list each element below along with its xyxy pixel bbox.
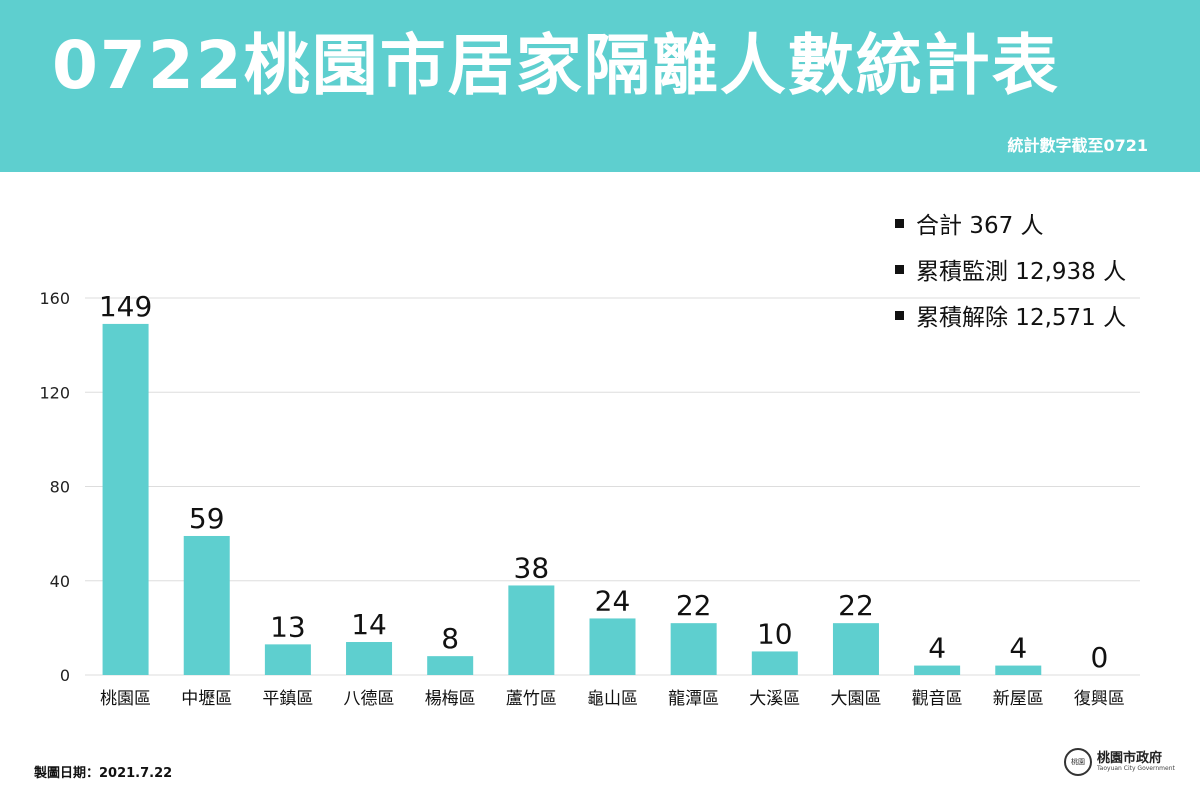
bar-value-label: 4 [928,632,946,665]
chart-date: 製圖日期：2021.7.22 [34,766,173,781]
y-tick-label: 0 [60,666,70,685]
legend-label: 累積監測 12,938 人 [916,259,1127,285]
legend-label: 累積解除 12,571 人 [916,305,1127,331]
legend-item-total: 合計 367 人 [895,200,1126,246]
bar-value-label: 13 [270,610,306,643]
bar-value-label: 0 [1091,641,1109,674]
bar [264,644,311,675]
bar [914,665,961,675]
bar-value-label: 59 [189,502,225,535]
x-category-label: 八德區 [344,689,395,709]
bar-value-label: 22 [838,589,874,622]
bar [508,585,555,675]
header-banner: 0722桃園市居家隔離人數統計表 統計數字截至0721 [0,0,1200,172]
x-category-label: 龍潭區 [668,689,719,709]
legend-label: 合計 367 人 [916,213,1044,239]
bar [995,665,1042,675]
square-bullet-icon [895,264,904,274]
bar-value-label: 24 [595,584,631,617]
bar-value-label: 22 [676,589,712,622]
x-category-label: 龜山區 [587,689,638,709]
bar [832,623,879,675]
y-tick-label: 40 [50,572,70,591]
summary-legend: 合計 367 人 累積監測 12,938 人 累積解除 12,571 人 [895,200,1126,338]
x-category-label: 中壢區 [181,689,232,709]
bar [670,623,717,675]
bar-value-label: 14 [351,608,387,641]
x-category-label: 新屋區 [993,689,1044,709]
x-category-label: 楊梅區 [425,689,476,709]
bar-value-label: 4 [1009,632,1027,665]
bar [751,651,798,675]
seal-text: 桃園 [1071,758,1085,766]
bar [102,323,149,675]
org-name-en: Taoyuan City Government [1097,764,1175,772]
bar-value-label: 149 [99,290,152,323]
org-name: 桃園市政府 [1097,751,1163,767]
page-title: 0722桃園市居家隔離人數統計表 [52,27,1060,104]
bar [427,656,474,675]
x-category-label: 觀音區 [912,689,963,709]
x-category-label: 大溪區 [749,689,800,709]
x-category-label: 平鎮區 [262,689,313,709]
x-category-label: 復興區 [1074,689,1125,709]
bar [589,618,636,675]
y-tick-label: 120 [39,383,70,402]
bar-value-label: 10 [757,617,793,650]
data-cutoff-note: 統計數字截至0721 [1007,136,1148,155]
bar-value-label: 38 [514,551,550,584]
seal-icon: 桃園 [1064,748,1092,776]
square-bullet-icon [895,310,904,320]
bar [183,535,230,675]
x-category-label: 蘆竹區 [506,689,557,709]
bar-value-label: 8 [441,622,459,655]
x-category-label: 桃園區 [100,689,151,709]
city-government-logo: 桃園 桃園市政府 Taoyuan City Government [1064,748,1175,776]
legend-item-monitored: 累積監測 12,938 人 [895,246,1126,292]
x-category-label: 大園區 [830,689,881,709]
y-tick-label: 160 [39,289,70,308]
y-tick-label: 80 [50,478,70,497]
square-bullet-icon [895,218,904,228]
bar [346,642,393,675]
legend-item-released: 累積解除 12,571 人 [895,292,1126,338]
